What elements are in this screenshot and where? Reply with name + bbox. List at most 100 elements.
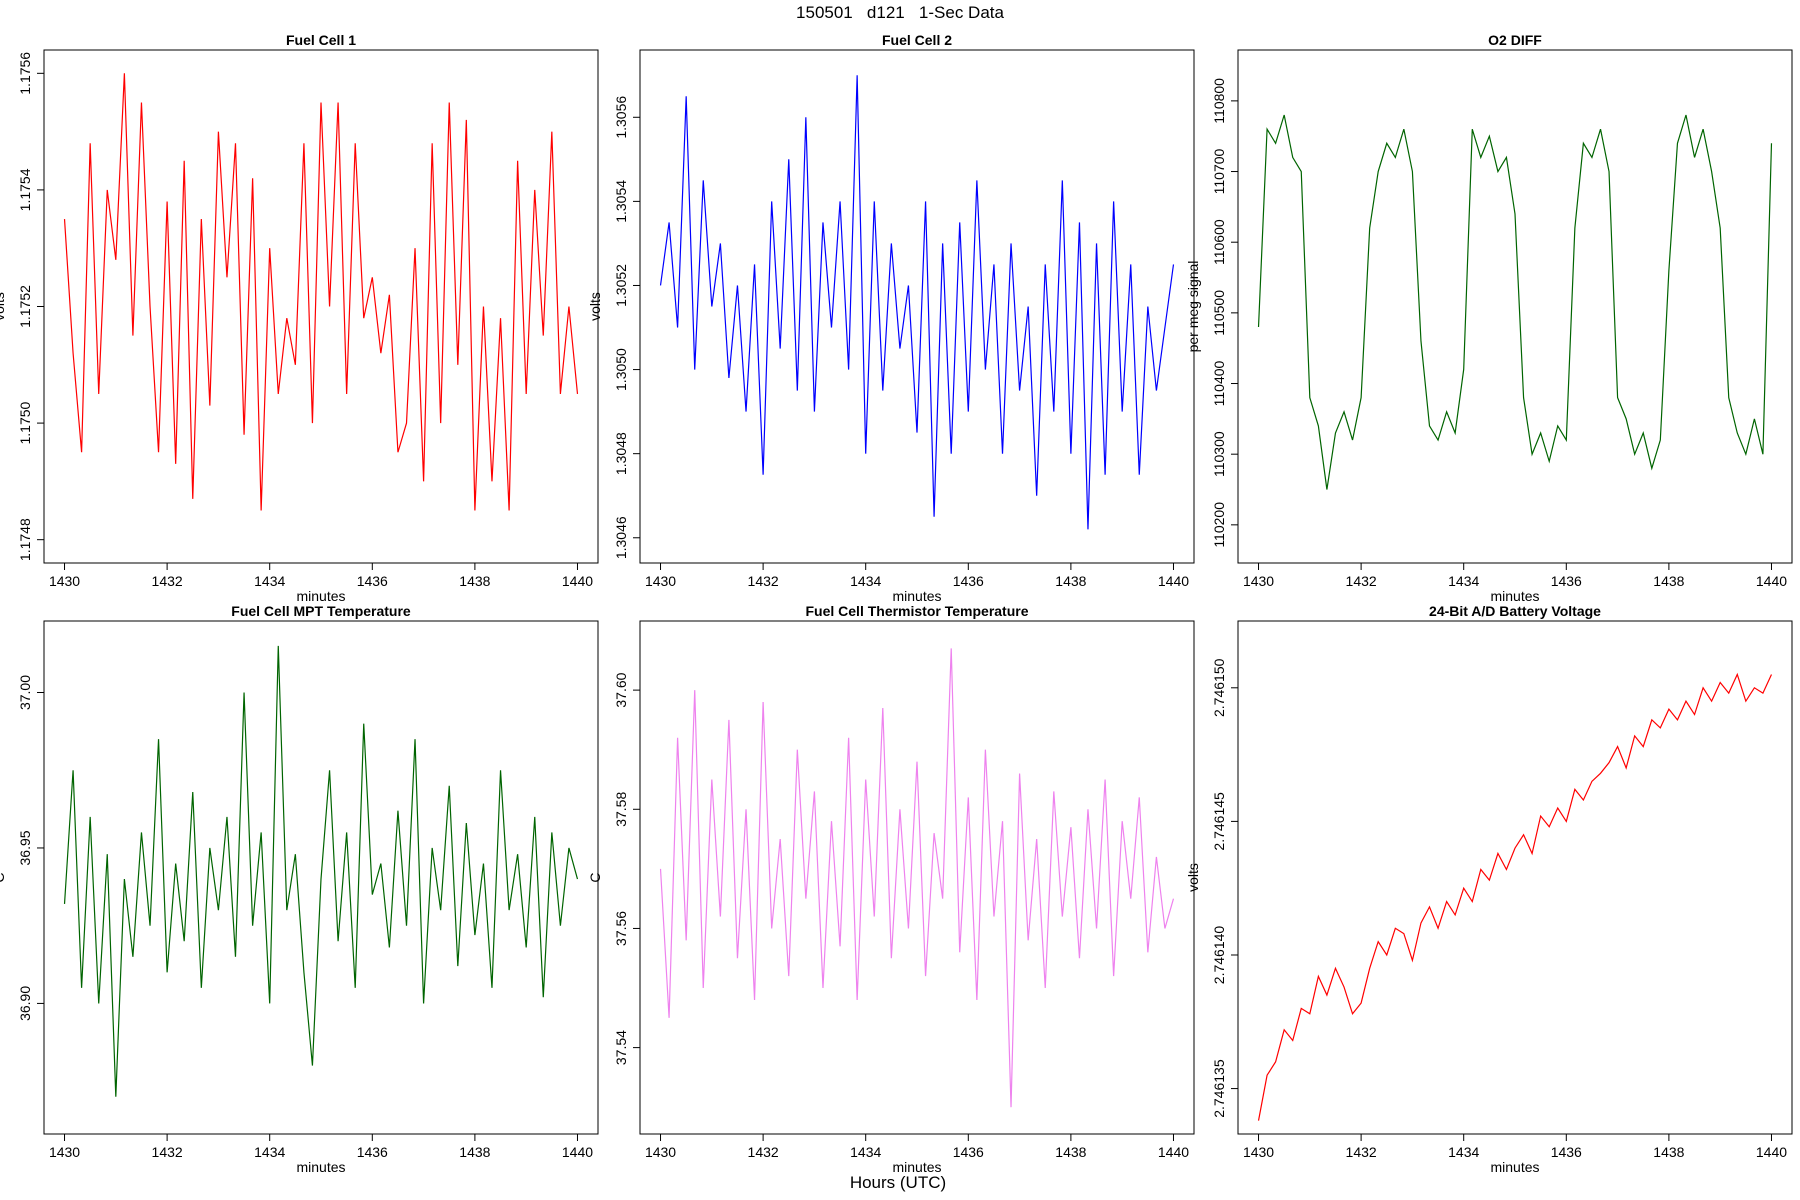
x-tick-label: 1438 bbox=[1055, 573, 1086, 589]
y-tick-label: 37.56 bbox=[613, 911, 629, 946]
x-tick-label: 1430 bbox=[1243, 573, 1274, 589]
x-tick-label: 1440 bbox=[562, 573, 593, 589]
x-tick-label: 1430 bbox=[645, 1144, 676, 1160]
y-tick-label: 110200 bbox=[1211, 502, 1227, 548]
y-tick-label: 1.3048 bbox=[613, 432, 629, 475]
y-tick-label: 37.58 bbox=[613, 792, 629, 827]
y-axis-label: volts bbox=[587, 292, 603, 321]
y-tick-label: 1.1754 bbox=[17, 168, 33, 211]
x-tick-label: 1430 bbox=[1243, 1144, 1274, 1160]
x-tick-label: 1432 bbox=[152, 573, 183, 589]
panel-title: Fuel Cell 1 bbox=[286, 32, 356, 48]
x-tick-label: 1438 bbox=[1055, 1144, 1086, 1160]
panel-title: O2 DIFF bbox=[1488, 32, 1542, 48]
plot-frame bbox=[639, 620, 1195, 1135]
panel-title: Fuel Cell 2 bbox=[882, 32, 952, 48]
x-tick-label: 1438 bbox=[459, 1144, 490, 1160]
y-tick-label: 1.1752 bbox=[17, 285, 33, 328]
y-tick-label: 1.3056 bbox=[613, 96, 629, 139]
y-tick-label: 37.00 bbox=[17, 675, 33, 710]
x-tick-label: 1440 bbox=[1756, 573, 1787, 589]
x-tick-label: 1436 bbox=[357, 573, 388, 589]
data-line bbox=[659, 648, 1175, 1108]
y-axis-label: volts bbox=[1185, 863, 1201, 892]
figure-x-label: Hours (UTC) bbox=[850, 1173, 946, 1192]
y-tick-label: 2.746135 bbox=[1211, 1059, 1227, 1118]
y-tick-label: 1.1748 bbox=[17, 518, 33, 561]
x-tick-label: 1438 bbox=[459, 573, 490, 589]
y-tick-label: 2.746145 bbox=[1211, 792, 1227, 851]
panel: Fuel Cell 2 minutes volts 1430 1432 1434 1436 1… bbox=[587, 32, 1195, 604]
x-tick-label: 1434 bbox=[850, 573, 881, 589]
y-axis-label: C bbox=[587, 872, 603, 882]
y-axis-label: per meg signal bbox=[1185, 261, 1201, 353]
x-tick-label: 1432 bbox=[1346, 573, 1377, 589]
x-axis-label: minutes bbox=[1490, 588, 1539, 604]
panel: Fuel Cell MPT Temperature minutes C 1430 143… bbox=[0, 603, 599, 1175]
y-tick-label: 110300 bbox=[1211, 431, 1227, 477]
x-axis-label: minutes bbox=[296, 588, 345, 604]
x-axis-label: minutes bbox=[892, 588, 941, 604]
x-tick-label: 1434 bbox=[254, 573, 285, 589]
x-tick-label: 1432 bbox=[152, 1144, 183, 1160]
x-tick-label: 1440 bbox=[1158, 1144, 1189, 1160]
x-axis-label: minutes bbox=[1490, 1159, 1539, 1175]
y-tick-label: 110600 bbox=[1211, 219, 1227, 265]
x-tick-label: 1440 bbox=[1756, 1144, 1787, 1160]
y-tick-label: 36.95 bbox=[17, 830, 33, 865]
x-tick-label: 1430 bbox=[49, 1144, 80, 1160]
y-tick-label: 36.90 bbox=[17, 986, 33, 1021]
x-tick-label: 1430 bbox=[645, 573, 676, 589]
plot-frame bbox=[43, 620, 599, 1135]
panel: 24-Bit A/D Battery Voltage minutes volts 14… bbox=[1185, 603, 1793, 1175]
y-tick-label: 110500 bbox=[1211, 290, 1227, 336]
data-line bbox=[63, 645, 579, 1097]
x-tick-label: 1432 bbox=[748, 1144, 779, 1160]
x-axis-label: minutes bbox=[892, 1159, 941, 1175]
x-tick-label: 1440 bbox=[562, 1144, 593, 1160]
x-tick-label: 1436 bbox=[953, 1144, 984, 1160]
y-tick-label: 2.746140 bbox=[1211, 926, 1227, 985]
x-axis-label: minutes bbox=[296, 1159, 345, 1175]
panel: Fuel Cell 1 minutes volts 1430 1432 1434 1436 1… bbox=[0, 32, 599, 604]
plot-frame bbox=[1237, 49, 1793, 564]
x-tick-label: 1432 bbox=[748, 573, 779, 589]
y-tick-label: 110700 bbox=[1211, 148, 1227, 194]
plot-frame bbox=[1237, 620, 1793, 1135]
x-tick-label: 1436 bbox=[357, 1144, 388, 1160]
x-tick-label: 1434 bbox=[850, 1144, 881, 1160]
x-tick-label: 1434 bbox=[1448, 573, 1479, 589]
x-tick-label: 1434 bbox=[254, 1144, 285, 1160]
y-axis-label: C bbox=[0, 872, 7, 882]
x-tick-label: 1436 bbox=[1551, 573, 1582, 589]
panel-title: Fuel Cell Thermistor Temperature bbox=[805, 603, 1028, 619]
data-line bbox=[659, 75, 1175, 530]
x-tick-label: 1436 bbox=[1551, 1144, 1582, 1160]
figure-title: 150501 d121 1-Sec Data bbox=[796, 3, 1004, 22]
panel: O2 DIFF minutes per meg signal 1430 1432 1434… bbox=[1185, 32, 1793, 604]
y-tick-label: 110400 bbox=[1211, 360, 1227, 406]
y-tick-label: 37.54 bbox=[613, 1030, 629, 1065]
y-tick-label: 1.1750 bbox=[17, 401, 33, 444]
x-tick-label: 1432 bbox=[1346, 1144, 1377, 1160]
x-tick-label: 1430 bbox=[49, 573, 80, 589]
plot-frame bbox=[43, 49, 599, 564]
plot-frame bbox=[639, 49, 1195, 564]
y-tick-label: 1.1756 bbox=[17, 52, 33, 95]
data-line bbox=[1257, 672, 1773, 1121]
x-tick-label: 1436 bbox=[953, 573, 984, 589]
y-tick-label: 2.746150 bbox=[1211, 658, 1227, 717]
y-tick-label: 1.3046 bbox=[613, 516, 629, 559]
data-line bbox=[1257, 114, 1773, 490]
x-tick-label: 1438 bbox=[1653, 1144, 1684, 1160]
x-tick-label: 1440 bbox=[1158, 573, 1189, 589]
y-tick-label: 1.3052 bbox=[613, 264, 629, 307]
x-tick-label: 1434 bbox=[1448, 1144, 1479, 1160]
x-tick-label: 1438 bbox=[1653, 573, 1684, 589]
panel-title: Fuel Cell MPT Temperature bbox=[231, 603, 411, 619]
y-tick-label: 37.60 bbox=[613, 672, 629, 707]
y-tick-label: 110800 bbox=[1211, 78, 1227, 124]
panel-title: 24-Bit A/D Battery Voltage bbox=[1429, 603, 1601, 619]
data-line bbox=[63, 73, 579, 511]
